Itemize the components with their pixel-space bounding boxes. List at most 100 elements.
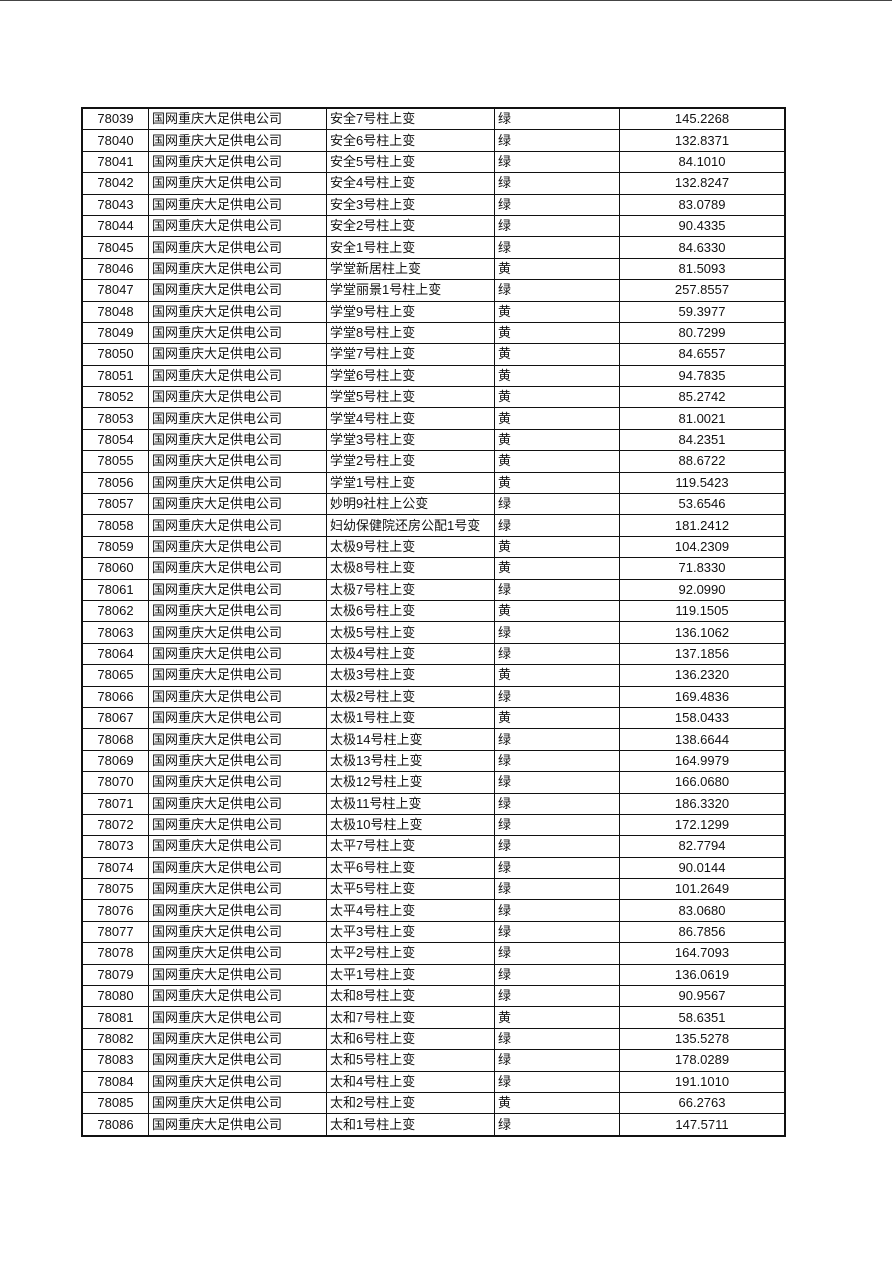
company-cell: 国网重庆大足供电公司 bbox=[148, 728, 327, 751]
status-color-cell: 黄 bbox=[494, 300, 620, 323]
table-row: 78067 国网重庆大足供电公司 太极1号柱上变黄 158.0433 bbox=[81, 706, 786, 730]
table-row: 78063 国网重庆大足供电公司 太极5号柱上变绿 136.1062 bbox=[81, 621, 786, 644]
table-row: 78045 国网重庆大足供电公司 安全1号柱上变绿 84.6330 bbox=[81, 236, 786, 259]
company-cell: 国网重庆大足供电公司 bbox=[148, 428, 327, 452]
status-color-cell: 绿 bbox=[494, 1070, 620, 1093]
transformer-name-cell: 太平4号柱上变 bbox=[326, 899, 495, 922]
table-row: 78077 国网重庆大足供电公司 太平3号柱上变绿 86.7856 bbox=[81, 920, 786, 944]
row-id-cell: 78051 bbox=[81, 364, 149, 388]
table-row: 78062 国网重庆大足供电公司 太极6号柱上变黄 119.1505 bbox=[81, 599, 786, 623]
table-row: 78065 国网重庆大足供电公司 太极3号柱上变黄 136.2320 bbox=[81, 664, 786, 687]
transformer-name-cell: 学堂7号柱上变 bbox=[326, 343, 495, 366]
row-id-cell: 78079 bbox=[81, 963, 149, 987]
company-cell: 国网重庆大足供电公司 bbox=[148, 364, 327, 388]
transformer-name-cell: 太极11号柱上变 bbox=[326, 792, 495, 815]
transformer-name-cell: 学堂6号柱上变 bbox=[326, 364, 495, 388]
table-row: 78048 国网重庆大足供电公司 学堂9号柱上变黄 59.3977 bbox=[81, 300, 786, 323]
status-color-cell: 黄 bbox=[494, 535, 620, 559]
status-color-cell: 绿 bbox=[494, 728, 620, 751]
table-row: 78078 国网重庆大足供电公司 太平2号柱上变绿 164.7093 bbox=[81, 942, 786, 965]
value-cell: 80.7299 bbox=[619, 321, 786, 345]
company-cell: 国网重庆大足供电公司 bbox=[148, 599, 327, 623]
transformer-name-cell: 太和2号柱上变 bbox=[326, 1091, 495, 1115]
table-row: 78039 国网重庆大足供电公司 安全7号柱上变绿 145.2268 bbox=[81, 107, 786, 131]
company-cell: 国网重庆大足供电公司 bbox=[148, 407, 327, 430]
value-cell: 135.5278 bbox=[619, 1027, 786, 1051]
company-cell: 国网重庆大足供电公司 bbox=[148, 471, 327, 495]
table-row: 78043 国网重庆大足供电公司 安全3号柱上变绿 83.0789 bbox=[81, 193, 786, 216]
table-row: 78042 国网重庆大足供电公司 安全4号柱上变绿 132.8247 bbox=[81, 172, 786, 195]
value-cell: 178.0289 bbox=[619, 1049, 786, 1072]
transformer-name-cell: 太平7号柱上变 bbox=[326, 835, 495, 858]
table-row: 78082 国网重庆大足供电公司 太和6号柱上变绿 135.5278 bbox=[81, 1027, 786, 1051]
row-id-cell: 78085 bbox=[81, 1091, 149, 1115]
row-id-cell: 78081 bbox=[81, 1006, 149, 1029]
status-color-cell: 黄 bbox=[494, 321, 620, 345]
value-cell: 84.2351 bbox=[619, 428, 786, 452]
table-row: 78079 国网重庆大足供电公司 太平1号柱上变绿 136.0619 bbox=[81, 963, 786, 987]
status-color-cell: 绿 bbox=[494, 1049, 620, 1072]
value-cell: 81.0021 bbox=[619, 407, 786, 430]
company-cell: 国网重庆大足供电公司 bbox=[148, 1027, 327, 1051]
company-cell: 国网重庆大足供电公司 bbox=[148, 386, 327, 409]
transformer-name-cell: 太极3号柱上变 bbox=[326, 664, 495, 687]
status-color-cell: 绿 bbox=[494, 642, 620, 666]
row-id-cell: 78069 bbox=[81, 749, 149, 773]
status-color-cell: 绿 bbox=[494, 963, 620, 987]
value-cell: 181.2412 bbox=[619, 514, 786, 537]
status-color-cell: 黄 bbox=[494, 343, 620, 366]
status-color-cell: 绿 bbox=[494, 856, 620, 880]
status-color-cell: 绿 bbox=[494, 514, 620, 537]
row-id-cell: 78077 bbox=[81, 920, 149, 944]
transformer-name-cell: 太极4号柱上变 bbox=[326, 642, 495, 666]
row-id-cell: 78078 bbox=[81, 942, 149, 965]
row-id-cell: 78062 bbox=[81, 599, 149, 623]
row-id-cell: 78058 bbox=[81, 514, 149, 537]
transformer-name-cell: 安全3号柱上变 bbox=[326, 193, 495, 216]
status-color-cell: 黄 bbox=[494, 664, 620, 687]
company-cell: 国网重庆大足供电公司 bbox=[148, 257, 327, 281]
company-cell: 国网重庆大足供电公司 bbox=[148, 985, 327, 1008]
row-id-cell: 78084 bbox=[81, 1070, 149, 1093]
value-cell: 191.1010 bbox=[619, 1070, 786, 1093]
company-cell: 国网重庆大足供电公司 bbox=[148, 343, 327, 366]
transformer-name-cell: 太极14号柱上变 bbox=[326, 728, 495, 751]
transformer-name-cell: 学堂9号柱上变 bbox=[326, 300, 495, 323]
transformer-name-cell: 太平1号柱上变 bbox=[326, 963, 495, 987]
transformer-name-cell: 太极7号柱上变 bbox=[326, 578, 495, 601]
value-cell: 186.3320 bbox=[619, 792, 786, 815]
row-id-cell: 78083 bbox=[81, 1049, 149, 1072]
row-id-cell: 78052 bbox=[81, 386, 149, 409]
table-row: 78072 国网重庆大足供电公司 太极10号柱上变绿 172.1299 bbox=[81, 813, 786, 837]
value-cell: 86.7856 bbox=[619, 920, 786, 944]
table-row: 78071 国网重庆大足供电公司 太极11号柱上变绿 186.3320 bbox=[81, 792, 786, 815]
company-cell: 国网重庆大足供电公司 bbox=[148, 150, 327, 174]
transformer-name-cell: 太和7号柱上变 bbox=[326, 1006, 495, 1029]
status-color-cell: 绿 bbox=[494, 1113, 620, 1137]
row-id-cell: 78056 bbox=[81, 471, 149, 495]
company-cell: 国网重庆大足供电公司 bbox=[148, 193, 327, 216]
value-cell: 90.4335 bbox=[619, 214, 786, 238]
company-cell: 国网重庆大足供电公司 bbox=[148, 300, 327, 323]
company-cell: 国网重庆大足供电公司 bbox=[148, 172, 327, 195]
status-color-cell: 黄 bbox=[494, 1091, 620, 1115]
table-row: 78041 国网重庆大足供电公司 安全5号柱上变绿 84.1010 bbox=[81, 150, 786, 174]
table-row: 78073 国网重庆大足供电公司 太平7号柱上变绿 82.7794 bbox=[81, 835, 786, 858]
table-row: 78084 国网重庆大足供电公司 太和4号柱上变绿 191.1010 bbox=[81, 1070, 786, 1093]
transformer-name-cell: 安全7号柱上变 bbox=[326, 107, 495, 131]
table-row: 78064 国网重庆大足供电公司 太极4号柱上变绿 137.1856 bbox=[81, 642, 786, 666]
status-color-cell: 绿 bbox=[494, 835, 620, 858]
status-color-cell: 绿 bbox=[494, 685, 620, 708]
company-cell: 国网重庆大足供电公司 bbox=[148, 771, 327, 794]
status-color-cell: 绿 bbox=[494, 236, 620, 259]
value-cell: 138.6644 bbox=[619, 728, 786, 751]
status-color-cell: 黄 bbox=[494, 364, 620, 388]
value-cell: 84.6330 bbox=[619, 236, 786, 259]
company-cell: 国网重庆大足供电公司 bbox=[148, 835, 327, 858]
transformer-name-cell: 安全2号柱上变 bbox=[326, 214, 495, 238]
table-row: 78046 国网重庆大足供电公司 学堂新居柱上变黄 81.5093 bbox=[81, 257, 786, 281]
status-color-cell: 绿 bbox=[494, 771, 620, 794]
transformer-name-cell: 太极9号柱上变 bbox=[326, 535, 495, 559]
status-color-cell: 绿 bbox=[494, 279, 620, 302]
value-cell: 53.6546 bbox=[619, 493, 786, 516]
